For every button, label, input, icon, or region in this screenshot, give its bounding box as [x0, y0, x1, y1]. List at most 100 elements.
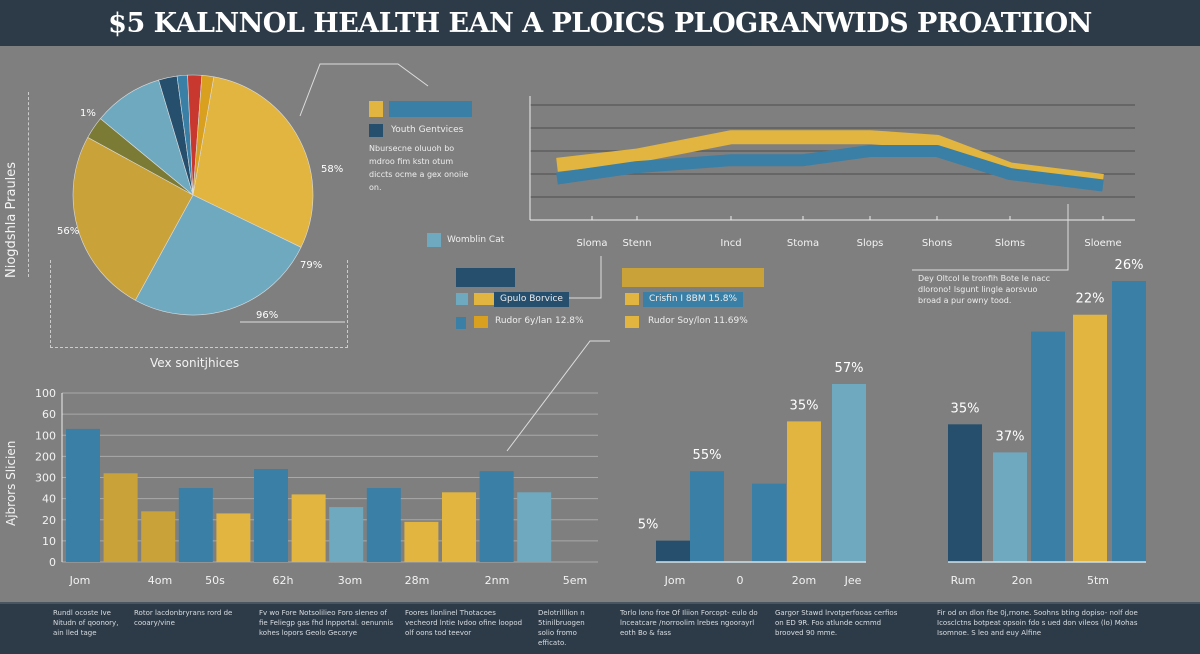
- data-label: 26%: [1115, 258, 1144, 273]
- bar: [404, 521, 439, 562]
- x-tick-label: 62h: [273, 574, 294, 587]
- bar: [178, 488, 213, 562]
- bar: [442, 492, 476, 562]
- x-tick-label: 28m: [405, 574, 430, 587]
- pie-slice: [192, 76, 314, 248]
- x-tick-label: 5tm: [1087, 574, 1109, 587]
- footer-text: Delotrilllion n 5tinilbruogen solio from…: [538, 609, 585, 647]
- legend-swatch: [427, 233, 441, 247]
- legend-swatch: [474, 293, 494, 305]
- data-label: 57%: [835, 361, 864, 376]
- legend-label: Gpulo Borvice: [494, 292, 569, 307]
- chart-canvas: Sloma Stenn Incd Stoma Slops Shons Sloms Sloeme…: [35, 63, 1146, 587]
- bar: [993, 452, 1027, 562]
- bar: [103, 473, 138, 562]
- bar: [656, 540, 690, 562]
- arrow-line: [506, 340, 610, 452]
- y-tick-label: 60: [42, 408, 56, 421]
- legend-swatch: [369, 124, 383, 137]
- bar: [329, 507, 364, 562]
- y-tick-label: 300: [35, 472, 56, 485]
- legend-swatch: [622, 268, 764, 287]
- pie-label: 56%: [57, 226, 80, 237]
- x-tick-label: 5em: [563, 574, 587, 587]
- bar: [752, 483, 786, 562]
- legend-swatch: [625, 293, 639, 305]
- legend-swatch: [456, 268, 515, 287]
- legend-swatch: [456, 293, 468, 305]
- data-label: 35%: [951, 401, 980, 416]
- bar-chart-middle: 5% 55% 35% 57% Jom 0 2om Jee: [638, 361, 866, 587]
- legend-swatch: [456, 317, 466, 329]
- data-label: 55%: [693, 448, 722, 463]
- arrow-line: [912, 204, 1069, 271]
- legend-swatch: [474, 316, 488, 328]
- legend-label: Rudor 6y/lan 12.8%: [495, 316, 584, 326]
- bar: [832, 384, 866, 562]
- legend-label: Crisfin I 8BM 15.8%: [643, 292, 744, 307]
- x-tick-label: Rum: [951, 574, 976, 587]
- legend-description: Nbursecne oluuoh bo mdroo fim kstn otum …: [369, 144, 469, 192]
- y-tick-label: 200: [35, 450, 56, 463]
- footer-text: Gargor Stawd lrvotperfooas cerfios on ED…: [775, 609, 898, 637]
- footer: Rundl ocoste Ive Nitudn of qoonory, ain …: [0, 602, 1200, 654]
- x-tick-label: Stoma: [787, 238, 819, 249]
- line-series: [556, 145, 1104, 192]
- footer-text: Fir od on dlon fbe 0j,rnone. Soohns btin…: [937, 609, 1138, 637]
- footer-text: Fv wo Fore Notsolilieo Foro sleneo of fi…: [259, 609, 394, 637]
- x-tick-label: 2nm: [485, 574, 510, 587]
- legend-swatch: [389, 101, 472, 117]
- x-tick-label: Sloeme: [1084, 238, 1121, 249]
- bar: [216, 513, 251, 562]
- bar: [366, 488, 401, 562]
- x-tick-label: 2om: [792, 574, 816, 587]
- x-tick-label: Sloms: [995, 238, 1025, 249]
- y-tick-label: 0: [49, 556, 56, 569]
- y-tick-label: 20: [42, 514, 56, 527]
- y-tick-label: 100: [35, 387, 56, 400]
- pie-chart: [72, 74, 314, 316]
- bar: [66, 428, 100, 562]
- legend-swatch: [369, 101, 383, 117]
- bar: [517, 492, 552, 562]
- x-tick-label: Shons: [922, 238, 952, 249]
- pie-slice: [72, 136, 194, 301]
- x-tick-label: 2on: [1012, 574, 1033, 587]
- callout-line: [565, 256, 602, 299]
- bar-chart-right: 35% 37% 22% 26% Rum 2on 5tm: [948, 258, 1146, 587]
- pie-slice: [192, 75, 215, 196]
- bar: [948, 424, 982, 562]
- line-chart: Sloma Stenn Incd Stoma Slops Shons Sloms Sloeme: [529, 96, 1135, 249]
- data-label: 22%: [1076, 292, 1105, 307]
- y-tick-label: 40: [42, 493, 56, 506]
- x-tick-label: Incd: [720, 238, 741, 249]
- data-label: 5%: [638, 518, 659, 533]
- bar: [141, 511, 176, 562]
- pie-label: 58%: [321, 164, 344, 175]
- pie-label: 79%: [300, 260, 323, 271]
- footer-text: Rotor lacdonbryrans rord de cooary/vine: [134, 609, 233, 627]
- footer-text: Torlo lono froe Of Iliion Forcopt- eulo …: [620, 609, 758, 637]
- header-bar: $5 KALNNOL HEALTH EAN A PLOICS PLOGRANWI…: [0, 0, 1200, 46]
- legend-label: Youth Gentvices: [391, 125, 464, 135]
- x-tick-label: Jom: [69, 574, 91, 587]
- x-tick-label: 4om: [148, 574, 172, 587]
- bar: [479, 471, 514, 562]
- data-label: 35%: [790, 398, 819, 413]
- x-tick-label: Sloma: [576, 238, 607, 249]
- x-tick-label: 50s: [205, 574, 225, 587]
- data-label: 37%: [996, 429, 1025, 444]
- x-tick-label: 0: [737, 574, 744, 587]
- x-tick-label: Stenn: [622, 238, 651, 249]
- x-tick-label: 3om: [338, 574, 362, 587]
- callout-line: [299, 63, 429, 117]
- bar: [1073, 314, 1107, 562]
- pie-x-label: Vex sonitjhices: [150, 356, 240, 370]
- x-tick-label: Jee: [844, 574, 862, 587]
- pie-label: 96%: [256, 310, 279, 321]
- bar: [1112, 281, 1146, 562]
- dashed-frame: [50, 260, 348, 348]
- legend-swatch: [625, 316, 639, 328]
- bar-y-label: Ajbrors Slicien: [4, 440, 18, 526]
